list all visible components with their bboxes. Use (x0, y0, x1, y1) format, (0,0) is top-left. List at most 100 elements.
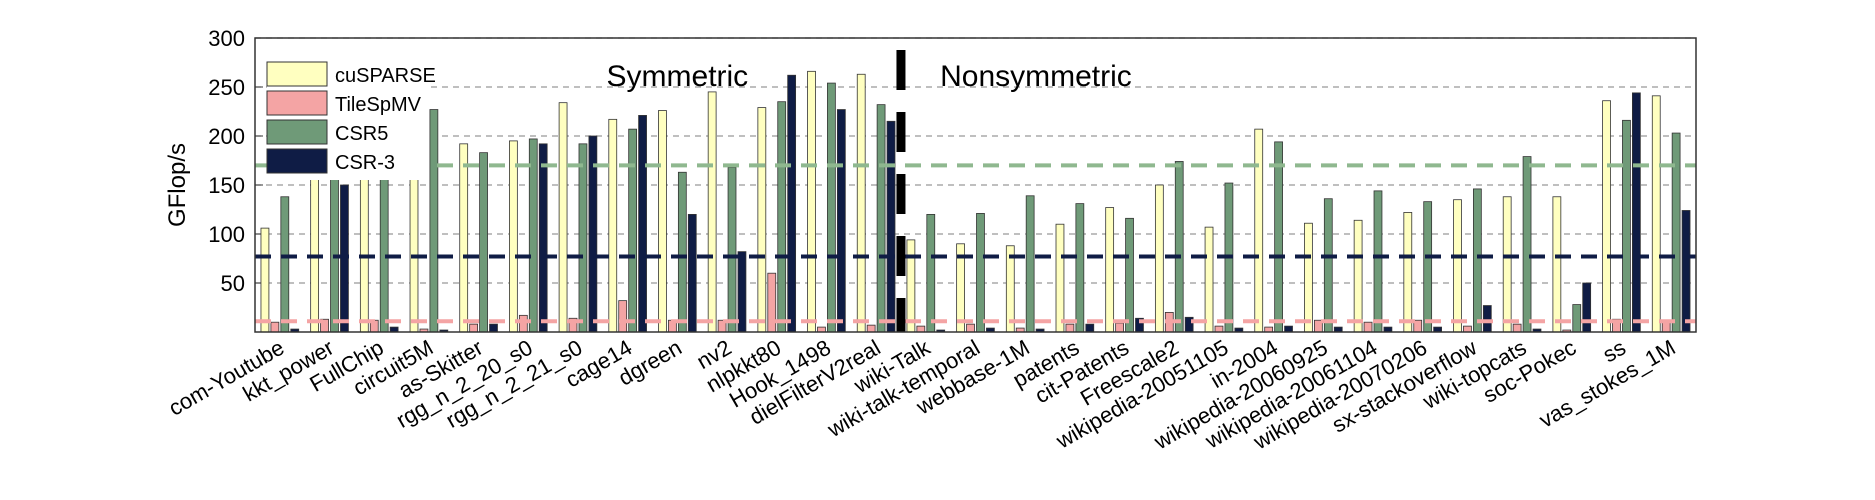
y-axis-label: GFlop/s (164, 143, 191, 227)
legend-label: CSR5 (335, 123, 388, 145)
bar (518, 314, 528, 333)
bar (628, 128, 638, 333)
bar (658, 110, 667, 333)
bar (1125, 217, 1134, 333)
bar (1154, 184, 1164, 333)
bar (757, 107, 767, 333)
bar (906, 239, 916, 333)
bar (1353, 219, 1363, 333)
legend-swatch (266, 119, 328, 145)
annotation: Symmetric (607, 60, 749, 93)
bar (1065, 323, 1075, 333)
bar (1632, 92, 1641, 333)
bar (260, 227, 270, 333)
bar (787, 74, 797, 333)
bar (1512, 323, 1522, 333)
bar (1075, 203, 1085, 333)
bar (1622, 119, 1631, 333)
bar (1373, 190, 1383, 333)
bar (1552, 196, 1562, 333)
bar (1115, 322, 1124, 333)
bar (976, 213, 985, 333)
bar (1105, 207, 1115, 333)
bar (856, 73, 866, 333)
bar (528, 138, 538, 333)
bar (677, 171, 687, 333)
bar (1214, 325, 1224, 333)
bar (1403, 212, 1413, 333)
bar (827, 82, 836, 333)
bar (429, 109, 439, 333)
bar (479, 152, 488, 333)
bar (737, 251, 747, 333)
y-tick-label: 250 (208, 75, 245, 100)
bar (1204, 226, 1214, 333)
bar (1085, 323, 1095, 333)
bar (1681, 210, 1691, 333)
bar (489, 323, 498, 333)
legend-label: TileSpMV (335, 94, 422, 116)
bar (727, 166, 737, 333)
y-tick-label: 300 (208, 26, 245, 51)
bar (1651, 95, 1661, 333)
bar (1423, 201, 1433, 333)
bar (707, 91, 717, 333)
bar (807, 70, 816, 333)
bar (330, 171, 339, 333)
bar (1671, 132, 1681, 333)
bar (1522, 156, 1532, 333)
bar (966, 323, 975, 333)
legend-swatch (266, 61, 328, 87)
y-tick-label: 50 (221, 271, 245, 296)
bar (608, 118, 618, 333)
bar (866, 324, 876, 333)
plot-frame (254, 37, 1697, 333)
bar (1304, 222, 1313, 333)
bar (270, 321, 280, 333)
bar (916, 325, 926, 333)
bar (1254, 128, 1264, 333)
bar (1174, 161, 1184, 333)
bar (1284, 325, 1293, 333)
bar (1025, 195, 1035, 333)
bar (687, 213, 697, 333)
bar (1005, 245, 1015, 333)
bar (1572, 304, 1582, 333)
bar (280, 196, 290, 333)
bar (578, 143, 588, 333)
bar (777, 101, 787, 333)
bar (876, 104, 886, 333)
bar (1472, 188, 1482, 333)
bar (638, 115, 647, 333)
bar (459, 143, 469, 333)
bar (1453, 199, 1462, 333)
bar (1482, 305, 1492, 333)
legend-label: cuSPARSE (335, 65, 436, 87)
bar (926, 213, 936, 333)
bar (1055, 223, 1065, 333)
bar (767, 272, 777, 333)
bar (1582, 282, 1592, 333)
y-tick-label: 200 (208, 124, 245, 149)
annotation: Nonsymmetric (940, 60, 1132, 93)
bar (509, 140, 518, 333)
legend-label: CSR-3 (335, 152, 395, 174)
y-tick-label: 100 (208, 222, 245, 247)
legend-swatch (266, 90, 328, 116)
bar (1502, 196, 1512, 333)
legend-swatch (266, 148, 328, 174)
bar (310, 174, 319, 333)
bar (1463, 325, 1472, 333)
bar (1602, 100, 1611, 333)
bar (1323, 198, 1333, 333)
bar (618, 300, 628, 333)
y-tick-label: 150 (208, 173, 245, 198)
bar (1274, 141, 1283, 333)
bar (538, 143, 548, 333)
bar (1363, 321, 1373, 333)
bar (469, 323, 479, 333)
bar (558, 102, 568, 333)
bar (886, 120, 896, 333)
bar (836, 109, 846, 333)
